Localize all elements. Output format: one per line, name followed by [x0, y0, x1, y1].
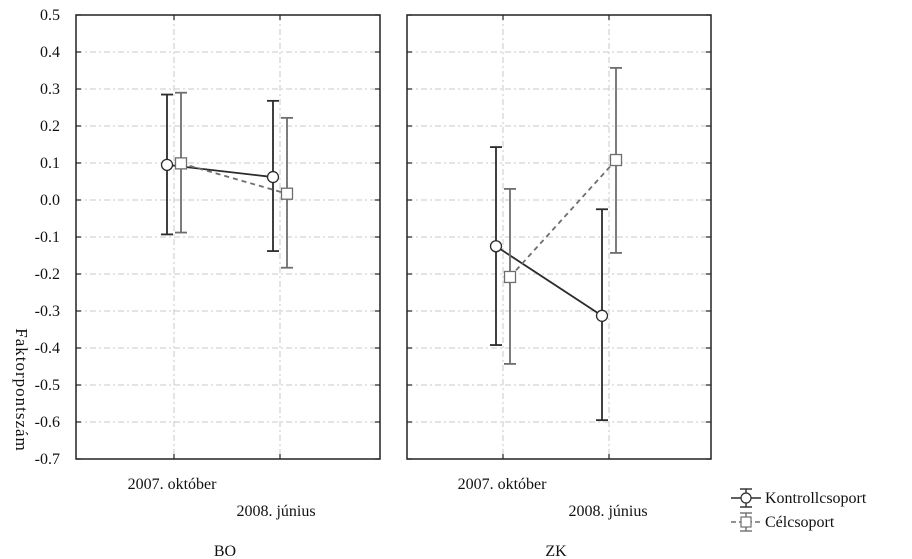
y-tick-label: 0.3	[40, 81, 60, 98]
y-tick-label: -0.7	[35, 451, 60, 468]
data-layer	[160, 67, 623, 422]
y-tick-label: 0.4	[40, 44, 60, 61]
data-point	[503, 270, 517, 284]
y-tick-label: -0.2	[35, 266, 60, 283]
data-point	[160, 158, 174, 172]
data-point	[174, 157, 188, 170]
y-tick-label: -0.4	[35, 340, 60, 357]
data-point	[609, 153, 623, 167]
y-tick-label: -0.3	[35, 303, 60, 320]
legend-label: Célcsoport	[765, 514, 835, 531]
data-point	[595, 309, 609, 322]
data-point	[266, 170, 280, 184]
legend-marker	[740, 492, 752, 504]
y-tick-label: 0.5	[40, 7, 60, 24]
y-tick-label: -0.5	[35, 377, 60, 394]
legend-label: Kontrollcsoport	[765, 490, 867, 507]
data-point	[280, 187, 294, 200]
series-line	[495, 245, 603, 317]
y-axis-label: Faktorpontszám	[12, 328, 31, 452]
x-category-label: 2007. október	[458, 476, 548, 493]
y-tick-label: -0.1	[35, 229, 60, 246]
y-tick-label: 0.0	[40, 192, 60, 209]
panel-label: BO	[214, 543, 236, 559]
y-tick-label: 0.2	[40, 118, 60, 135]
data-point	[489, 240, 503, 253]
x-category-label: 2007. október	[128, 476, 218, 493]
label-layer: Faktorpontszám 2007. október 2008. június B…	[12, 328, 648, 559]
legend-layer: Kontrollcsoport Célcsoport	[731, 488, 867, 532]
axis-layer: 0.5 0.4 0.3 0.2 0.1 0.0 -0.1 -0.2 -0.3 -0.4 -0.5 -0…	[35, 7, 60, 468]
panel-label: ZK	[545, 543, 567, 559]
x-category-label: 2008. június	[236, 503, 315, 520]
legend-marker	[740, 516, 752, 528]
frame-layer	[75, 14, 712, 460]
y-tick-label: -0.6	[35, 414, 60, 431]
series-line	[509, 159, 617, 278]
y-tick-label: 0.1	[40, 155, 60, 172]
series-line	[180, 162, 288, 195]
x-category-label: 2008. június	[568, 503, 647, 520]
